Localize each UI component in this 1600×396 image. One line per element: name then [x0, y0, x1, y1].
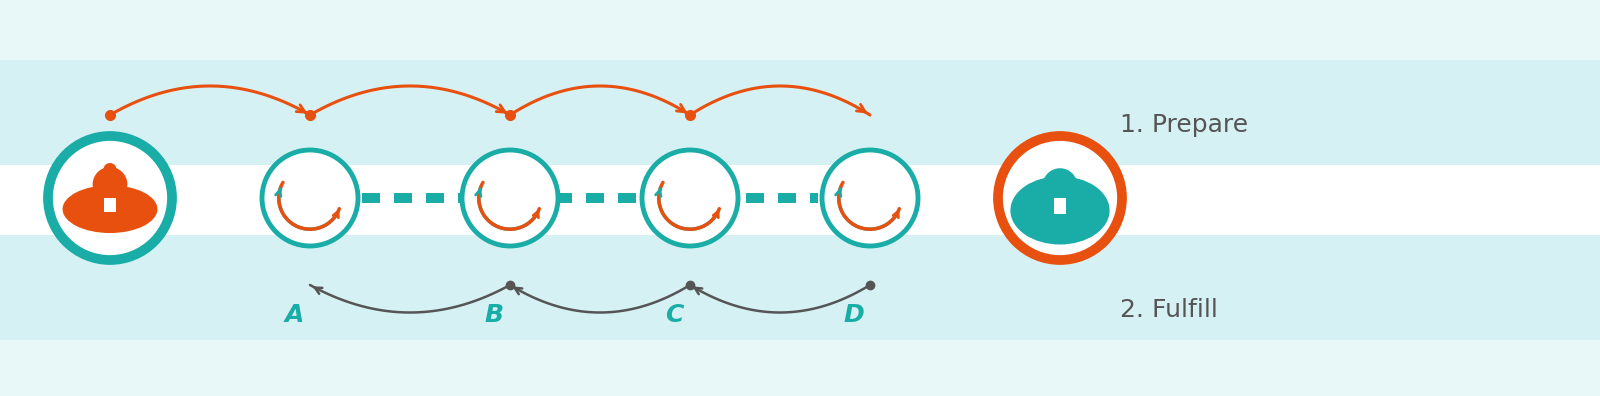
Bar — [0, 165, 1600, 235]
Bar — [682, 193, 701, 203]
Text: 2. Fulfill: 2. Fulfill — [1120, 298, 1218, 322]
Text: A: A — [285, 303, 304, 327]
Text: C: C — [666, 303, 683, 327]
Bar — [104, 198, 115, 211]
Circle shape — [93, 167, 128, 202]
Bar — [362, 193, 381, 203]
Circle shape — [104, 163, 117, 176]
Ellipse shape — [62, 185, 157, 233]
Circle shape — [822, 150, 918, 246]
Bar — [586, 193, 605, 203]
Text: B: B — [485, 303, 504, 327]
Bar — [746, 193, 765, 203]
Bar — [490, 193, 509, 203]
Circle shape — [462, 150, 558, 246]
Bar — [0, 60, 1600, 165]
Text: D: D — [843, 303, 864, 327]
Bar — [810, 193, 818, 203]
Bar — [1054, 198, 1066, 213]
Circle shape — [642, 150, 738, 246]
Bar — [618, 193, 637, 203]
Bar — [394, 193, 413, 203]
Text: 1. Prepare: 1. Prepare — [1120, 113, 1248, 137]
Circle shape — [1043, 168, 1077, 203]
Bar — [778, 193, 797, 203]
Bar — [554, 193, 573, 203]
Bar — [714, 193, 733, 203]
Bar — [522, 193, 541, 203]
Bar — [650, 193, 669, 203]
Ellipse shape — [1011, 176, 1110, 244]
Circle shape — [262, 150, 358, 246]
Bar — [426, 193, 445, 203]
Bar — [0, 235, 1600, 340]
Circle shape — [48, 136, 173, 260]
Bar — [458, 193, 477, 203]
Circle shape — [998, 136, 1122, 260]
